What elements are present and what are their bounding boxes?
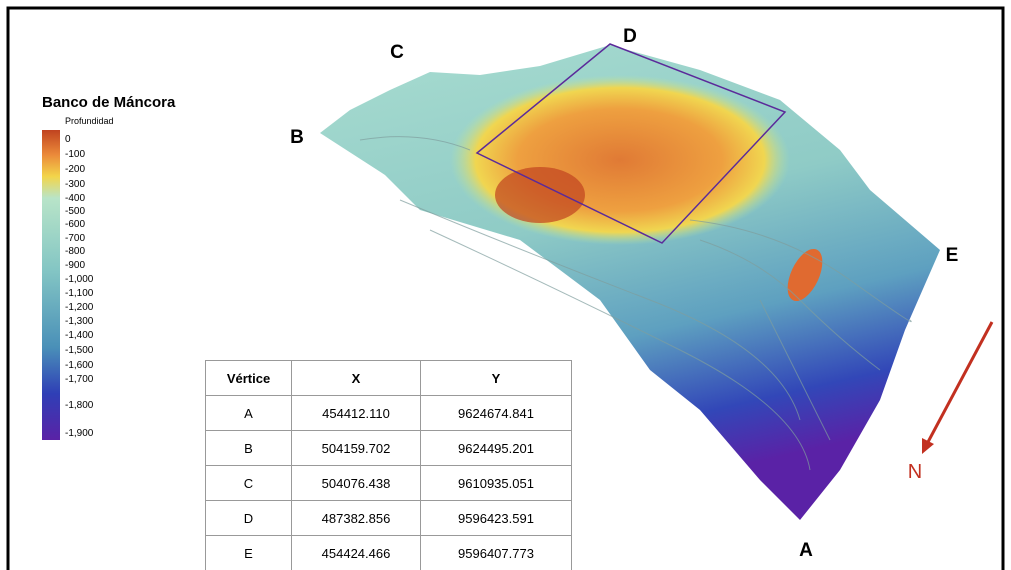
legend-label: -1,200 [65, 302, 94, 313]
legend-label: -1,700 [65, 374, 94, 385]
table-cell: 9610935.051 [421, 466, 572, 501]
table-cell: 9624495.201 [421, 431, 572, 466]
table-cell: C [206, 466, 292, 501]
table-cell: D [206, 501, 292, 536]
legend-label: -800 [65, 246, 85, 257]
legend-label: -600 [65, 219, 85, 230]
north-arrow [928, 322, 992, 442]
legend-label: -300 [65, 179, 85, 190]
vertex-label: E [946, 245, 959, 266]
legend-ramp [42, 130, 60, 440]
legend-label: -100 [65, 149, 85, 160]
vertex-label: A [799, 540, 813, 561]
table-cell: 487382.856 [292, 501, 421, 536]
table-cell: 454412.110 [292, 396, 421, 431]
legend-label: -1,400 [65, 330, 94, 341]
legend-label: -1,300 [65, 316, 94, 327]
legend-label: -400 [65, 193, 85, 204]
header-cell: X [292, 361, 421, 396]
vertex-label: B [290, 127, 304, 148]
legend-label: -1,800 [65, 400, 94, 411]
vertex-label: D [623, 26, 637, 47]
legend-label: -1,500 [65, 345, 94, 356]
page: Banco de Máncora Profundidad N 0 -100 -200… [0, 0, 1011, 570]
north-label: N [908, 461, 922, 483]
legend-label: -1,900 [65, 428, 94, 439]
legend-subtitle: Profundidad [65, 116, 114, 126]
legend-label: -900 [65, 260, 85, 271]
legend-label: 0 [65, 134, 71, 145]
table-cell: 504159.702 [292, 431, 421, 466]
table-cell: 504076.438 [292, 466, 421, 501]
legend-label: -700 [65, 233, 85, 244]
table-cell: 9596407.773 [421, 536, 572, 570]
table-cell: 454424.466 [292, 536, 421, 570]
table-cell: 9596423.591 [421, 501, 572, 536]
legend-label: -1,000 [65, 274, 94, 285]
legend-title: Banco de Máncora [42, 94, 176, 111]
legend-label: -1,100 [65, 288, 94, 299]
table-cell: 9624674.841 [421, 396, 572, 431]
table-cell: A [206, 396, 292, 431]
legend-label: -500 [65, 206, 85, 217]
vertex-label: C [390, 42, 404, 63]
table-cell: B [206, 431, 292, 466]
legend-label: -1,600 [65, 360, 94, 371]
header-cell: Vértice [206, 361, 292, 396]
legend-label: -200 [65, 164, 85, 175]
shallow-peak [495, 167, 585, 223]
table-cell: E [206, 536, 292, 570]
header-cell: Y [421, 361, 572, 396]
